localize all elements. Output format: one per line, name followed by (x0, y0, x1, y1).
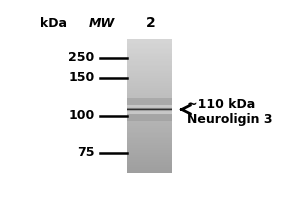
Bar (127, 101, 172, 103)
Bar (127, 142, 172, 143)
Bar (127, 105, 172, 106)
Bar (127, 163, 172, 165)
Text: ~110 kDa: ~110 kDa (188, 98, 256, 111)
Bar (127, 58, 172, 59)
Bar (127, 115, 172, 116)
Bar (127, 75, 172, 76)
Bar (127, 145, 172, 147)
Text: 100: 100 (68, 109, 94, 122)
Bar (127, 110, 172, 111)
Text: 2: 2 (146, 16, 155, 30)
Bar (127, 71, 172, 73)
Bar (127, 113, 172, 115)
Bar (127, 108, 172, 110)
Bar (127, 152, 172, 153)
Bar (127, 148, 172, 150)
Bar (127, 90, 172, 91)
Bar (127, 158, 172, 160)
Bar (127, 103, 172, 105)
Bar (127, 41, 172, 43)
Bar (127, 106, 172, 108)
Bar (127, 54, 172, 56)
Bar (127, 46, 172, 48)
Bar (127, 44, 172, 46)
Bar (127, 107, 172, 108)
Bar (127, 68, 172, 70)
Text: 250: 250 (68, 51, 94, 64)
Bar (127, 162, 172, 163)
Bar (127, 66, 172, 68)
Bar (127, 93, 172, 95)
Text: kDa: kDa (40, 17, 67, 30)
Bar (127, 170, 172, 172)
Bar (127, 120, 172, 121)
Bar (127, 39, 172, 41)
Bar (127, 43, 172, 44)
Bar (127, 126, 172, 128)
Bar (127, 73, 172, 75)
Bar (127, 113, 172, 114)
Text: MW: MW (89, 17, 115, 30)
Bar (127, 132, 172, 133)
Bar (127, 106, 172, 107)
Bar (127, 138, 172, 140)
Bar (127, 125, 172, 126)
Text: 150: 150 (68, 71, 94, 84)
Bar (127, 121, 172, 123)
Bar (127, 111, 172, 113)
Bar (127, 110, 172, 111)
Bar (127, 108, 172, 109)
Bar (127, 123, 172, 125)
Bar (127, 160, 172, 162)
Bar (127, 81, 172, 83)
Bar (127, 133, 172, 135)
Bar (127, 150, 172, 152)
Bar (127, 140, 172, 142)
Bar (127, 49, 172, 51)
Bar (127, 61, 172, 63)
Bar (127, 88, 172, 90)
Bar (127, 100, 172, 101)
Bar (127, 76, 172, 78)
Bar (127, 59, 172, 61)
Bar (127, 53, 172, 54)
Bar (127, 109, 172, 110)
Bar (127, 135, 172, 137)
Bar (127, 65, 172, 66)
Text: Neuroligin 3: Neuroligin 3 (188, 113, 273, 126)
Bar (127, 155, 172, 157)
Bar (127, 96, 172, 98)
Bar (127, 95, 172, 96)
Bar (127, 128, 172, 130)
Bar (127, 78, 172, 80)
Bar (127, 153, 172, 155)
Bar (127, 80, 172, 81)
Bar (127, 172, 172, 173)
Bar (127, 130, 172, 132)
Text: 75: 75 (77, 146, 94, 159)
Bar (127, 116, 172, 118)
Bar (127, 91, 172, 93)
Bar (127, 137, 172, 138)
Bar (127, 85, 172, 86)
Bar (127, 98, 172, 121)
Bar (127, 70, 172, 71)
Bar (127, 105, 172, 106)
Bar (127, 157, 172, 158)
Bar (127, 143, 172, 145)
Bar (127, 48, 172, 49)
Bar (127, 167, 172, 168)
Bar (127, 51, 172, 53)
Bar (127, 147, 172, 148)
Bar (127, 63, 172, 65)
Bar (127, 168, 172, 170)
Bar (127, 118, 172, 120)
Bar (127, 56, 172, 58)
Bar (127, 98, 172, 100)
Bar (127, 86, 172, 88)
Bar (127, 83, 172, 85)
Bar (127, 165, 172, 167)
Bar (127, 112, 172, 113)
Bar (127, 111, 172, 112)
